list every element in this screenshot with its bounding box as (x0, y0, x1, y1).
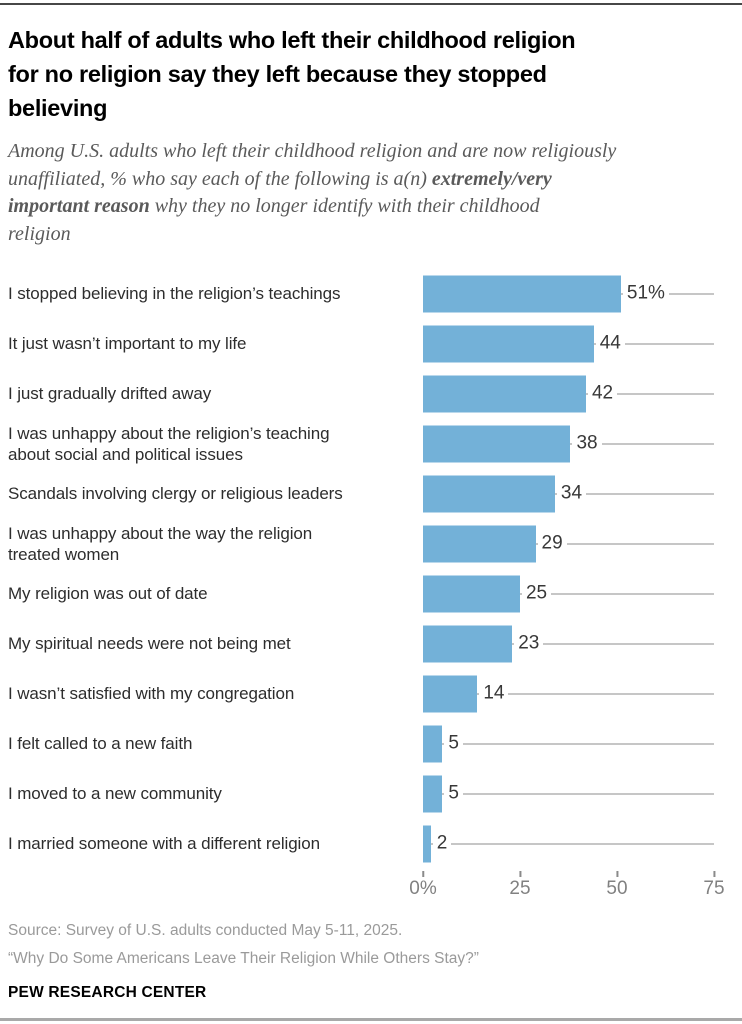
category-label: I felt called to a new faith (8, 734, 193, 754)
value-label: 2 (432, 831, 452, 856)
bar (423, 375, 586, 413)
tick-label: 75 (703, 878, 725, 899)
bar-track: 25 (423, 569, 714, 619)
x-axis-area: 0% 25 50 75 (409, 869, 725, 901)
bar-row: I moved to a new community 5 (8, 769, 734, 819)
bar-track: 29 (423, 519, 714, 569)
x-axis-tick: 75 (703, 871, 725, 899)
value-label: 44 (595, 331, 625, 356)
bar-row: I felt called to a new faith 5 (8, 719, 734, 769)
bar-track: 38 (423, 419, 714, 469)
tick-mark (422, 871, 424, 877)
category-label: I was unhappy about the religion’s teach… (8, 423, 330, 465)
chart-subtitle: Among U.S. adults who left their childho… (8, 138, 734, 248)
category-label: I moved to a new community (8, 784, 222, 804)
category-label: It just wasn’t important to my life (8, 334, 247, 354)
subtitle-line: Among U.S. adults who left their childho… (8, 140, 617, 162)
category-label: I just gradually drifted away (8, 384, 212, 404)
subtitle-line: religion (8, 222, 71, 245)
value-label: 5 (444, 781, 463, 806)
bar-track: 14 (423, 669, 714, 719)
category-label: I wasn’t satisfied with my congregation (8, 684, 295, 704)
top-rule (0, 3, 742, 5)
bar-row: I married someone with a different relig… (8, 819, 734, 869)
value-label: 23 (514, 631, 544, 656)
bar-row: My spiritual needs were not being met 23 (8, 619, 734, 669)
bar (423, 775, 443, 813)
row-gridline (423, 793, 714, 795)
value-label: 34 (556, 481, 587, 506)
category-label: My religion was out of date (8, 584, 208, 604)
bar-track: 44 (423, 319, 714, 369)
bar (423, 425, 571, 463)
bar (423, 275, 621, 313)
bar-track: 23 (423, 619, 714, 669)
bar (423, 475, 555, 513)
tick-mark (518, 871, 521, 877)
source-line: Source: Survey of U.S. adults conducted … (8, 922, 403, 939)
tick-label: 25 (509, 878, 531, 899)
bar-row: Scandals involving clergy or religious l… (8, 469, 734, 519)
row-gridline (423, 593, 714, 595)
bar (423, 725, 443, 763)
value-label: 25 (521, 581, 552, 606)
row-gridline (423, 843, 714, 845)
tick-mark (615, 871, 618, 877)
x-axis-tick: 0% (409, 871, 437, 899)
bar (423, 825, 431, 863)
bar-track: 51% (423, 269, 714, 319)
x-axis-tick: 25 (509, 871, 531, 899)
category-label: Scandals involving clergy or religious l… (8, 484, 343, 504)
bar (423, 525, 536, 563)
category-label: My spiritual needs were not being met (8, 634, 291, 654)
subtitle-line: unaffiliated, % who say each of the foll… (8, 167, 552, 190)
bar-row: I just gradually drifted away 42 (8, 369, 734, 419)
tick-label: 0% (409, 878, 437, 899)
value-label: 51% (622, 281, 669, 306)
bar-row: I was unhappy about the religion’s teach… (8, 419, 734, 469)
bar-track: 34 (423, 469, 714, 519)
brand-label: PEW RESEARCH CENTER (8, 984, 207, 1001)
bar-track: 42 (423, 369, 714, 419)
tick-label: 50 (606, 878, 628, 899)
value-label: 38 (572, 431, 602, 456)
subtitle-line: important reason why they no longer iden… (8, 195, 540, 217)
source-line: “Why Do Some Americans Leave Their Relig… (8, 950, 479, 967)
source-note: Source: Survey of U.S. adults conducted … (8, 917, 734, 973)
x-axis-tick: 50 (606, 871, 628, 899)
bar (423, 625, 513, 663)
bar (423, 575, 520, 613)
bar (423, 675, 478, 713)
value-label: 29 (537, 531, 567, 556)
bar-track: 5 (423, 769, 714, 819)
x-axis: 0% 25 50 75 (8, 869, 734, 901)
bar-row: I wasn’t satisfied with my congregation … (8, 669, 734, 719)
tick-mark (712, 871, 715, 877)
row-gridline (423, 743, 714, 745)
row-gridline (423, 643, 714, 645)
category-label: I was unhappy about the way the religion… (8, 523, 313, 565)
bar-track: 2 (423, 819, 714, 869)
row-gridline (423, 543, 714, 545)
category-label: I stopped believing in the religion’s te… (8, 284, 341, 304)
bar-row: It just wasn’t important to my life 44 (8, 319, 734, 369)
bar-row: I stopped believing in the religion’s te… (8, 269, 734, 319)
bar-row: I was unhappy about the way the religion… (8, 519, 734, 569)
value-label: 14 (479, 681, 509, 706)
value-label: 42 (587, 381, 618, 406)
bar-track: 5 (423, 719, 714, 769)
chart-title: About half of adults who left their chil… (8, 27, 576, 121)
bottom-rule (0, 1018, 742, 1021)
value-label: 5 (444, 731, 463, 756)
bar (423, 325, 594, 363)
row-gridline (423, 693, 714, 695)
bar-rows: I stopped believing in the religion’s te… (8, 269, 734, 869)
bar-chart: I stopped believing in the religion’s te… (8, 269, 734, 901)
category-label: I married someone with a different relig… (8, 834, 320, 854)
bar-row: My religion was out of date 25 (8, 569, 734, 619)
